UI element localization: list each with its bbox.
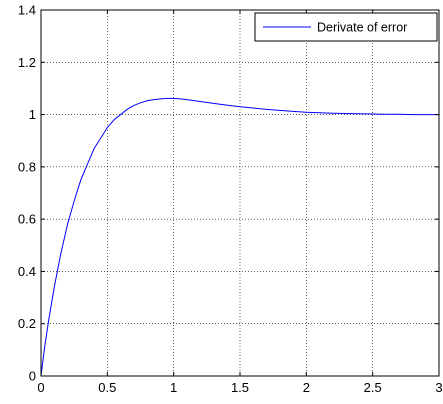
x-tick-label: 1.5 <box>231 380 249 395</box>
grid-lines <box>41 10 439 376</box>
legend: Derivate of error <box>254 12 438 42</box>
y-tick-label: 1 <box>29 107 36 122</box>
x-tick-label: 1 <box>170 380 177 395</box>
x-tick-label: 3 <box>435 380 442 395</box>
x-tick-label: 0.5 <box>98 380 116 395</box>
y-tick-label: 0 <box>29 369 36 384</box>
legend-label: Derivate of error <box>317 21 407 35</box>
y-tick-label: 0.4 <box>18 264 36 279</box>
x-tick-label: 2 <box>303 380 310 395</box>
x-tick-label: 0 <box>37 380 44 395</box>
y-tick-label: 0.2 <box>18 316 36 331</box>
series-line-0 <box>40 97 439 377</box>
x-tick-label: 2.5 <box>364 380 382 395</box>
series-layer <box>40 97 439 377</box>
y-tick-label: 1.2 <box>18 55 36 70</box>
y-tick-label: 0.8 <box>18 159 36 174</box>
y-tick-label: 0.6 <box>18 212 36 227</box>
x-tick-labels: 0 0.5 1 1.5 2 2.5 3 <box>37 380 442 395</box>
tick-marks <box>40 9 440 377</box>
y-tick-labels: 0 0.2 0.4 0.6 0.8 1 1.2 1.4 <box>18 3 36 384</box>
y-tick-label: 1.4 <box>18 3 36 18</box>
